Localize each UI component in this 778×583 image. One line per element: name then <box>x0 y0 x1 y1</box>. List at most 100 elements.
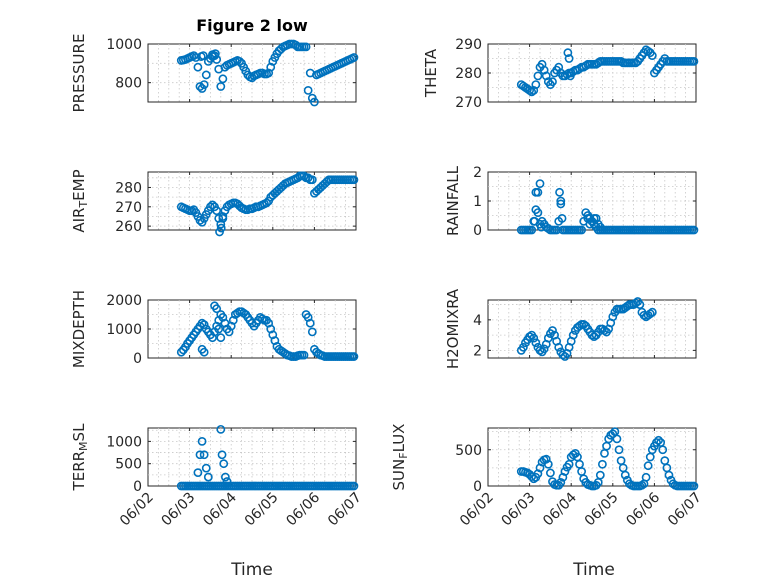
data-point <box>647 51 657 60</box>
data-point <box>235 57 244 66</box>
y-tick-label: 280 <box>115 180 142 196</box>
data-point <box>216 333 226 343</box>
data-point <box>565 71 575 81</box>
data-point <box>631 298 641 308</box>
data-point <box>195 450 205 460</box>
y-tick-label: 0 <box>473 223 482 239</box>
subplot-theta: 270 280 290 THETA <box>422 37 699 111</box>
data-point <box>556 196 566 206</box>
y-tick-label: 0 <box>473 479 482 495</box>
data-point <box>689 225 699 235</box>
data-point <box>533 208 543 217</box>
x-tick-labels <box>487 300 697 358</box>
y-tick-label: 1000 <box>106 322 142 338</box>
data-point <box>198 51 208 60</box>
scatter-points <box>176 424 359 491</box>
data-point <box>575 321 584 331</box>
data-point <box>303 86 313 95</box>
x-tick-labels <box>487 44 697 102</box>
scatter-points <box>176 301 359 361</box>
x-tick-labels <box>147 172 357 230</box>
data-point <box>535 345 545 355</box>
y-tick-labels: 260 270 280 <box>115 180 356 235</box>
data-point <box>635 300 645 309</box>
data-point <box>535 179 545 188</box>
x-tick-label: 06/07 <box>665 490 705 530</box>
y-tick-label: 260 <box>115 219 142 235</box>
data-point <box>558 350 568 360</box>
data-point <box>199 320 209 330</box>
data-point <box>199 80 209 89</box>
x-tick-label: 06/02 <box>457 490 497 530</box>
data-point <box>193 62 203 72</box>
data-point <box>217 450 227 460</box>
data-point <box>536 222 546 232</box>
data-point <box>195 215 205 225</box>
scatter-points <box>516 427 699 491</box>
data-point <box>595 225 605 235</box>
data-point <box>212 304 222 314</box>
data-point <box>643 461 653 471</box>
data-point <box>262 198 271 208</box>
y-tick-label: 290 <box>455 37 482 53</box>
data-point <box>543 459 553 469</box>
data-point <box>219 459 229 469</box>
data-point <box>546 468 555 478</box>
data-point <box>568 330 578 340</box>
y-tick-label: 280 <box>455 66 482 82</box>
data-point <box>554 342 564 352</box>
data-point <box>531 187 541 197</box>
data-point <box>222 477 232 486</box>
data-point <box>216 424 226 434</box>
grid <box>488 172 696 230</box>
y-tick-labels: 800 1000 <box>106 37 356 92</box>
data-point <box>197 436 207 446</box>
data-point <box>216 82 226 91</box>
data-point <box>199 347 209 357</box>
y-tick-label: 270 <box>115 200 142 216</box>
data-point <box>557 213 567 223</box>
y-axis-label: THETA <box>422 48 440 98</box>
scatter-points <box>516 45 699 97</box>
data-point <box>220 472 230 482</box>
scatter-points <box>516 297 657 361</box>
data-point <box>541 454 551 464</box>
y-tick-label: 0 <box>133 351 142 367</box>
data-point <box>689 481 699 491</box>
y-tick-label: 1000 <box>106 434 142 450</box>
x-tick-label: 06/04 <box>200 489 240 529</box>
y-axis-label: PRESSURE <box>70 34 88 113</box>
data-point <box>645 309 655 319</box>
scatter-points <box>516 179 699 235</box>
data-point <box>305 318 315 328</box>
x-tick-label: 06/05 <box>242 490 282 530</box>
x-tick-label: 06/06 <box>623 489 663 529</box>
y-tick-label: 270 <box>455 95 482 111</box>
data-point <box>552 225 562 235</box>
data-point <box>307 175 317 185</box>
subplot-mixdepth: 0 1000 2000 MIXDEPTH <box>70 290 359 368</box>
data-point <box>548 77 557 87</box>
data-point <box>176 347 186 357</box>
data-point <box>205 202 215 212</box>
data-point <box>309 97 319 107</box>
data-point <box>349 53 359 62</box>
y-tick-labels: 0 1000 2000 <box>106 293 356 367</box>
x-tick-label: 06/04 <box>540 489 580 529</box>
data-point <box>301 42 311 52</box>
scatter-points <box>176 39 359 107</box>
data-point <box>531 80 541 89</box>
data-point <box>531 338 541 348</box>
data-point <box>201 70 211 80</box>
x-tick-label: 06/03 <box>159 490 199 530</box>
data-point <box>208 200 217 210</box>
y-tick-label: 1 <box>473 194 482 210</box>
data-point <box>218 74 228 84</box>
data-point <box>664 470 674 480</box>
x-axis-label: Time <box>572 560 615 580</box>
y-tick-label: 500 <box>455 443 482 459</box>
data-point <box>654 435 663 445</box>
data-point <box>595 470 605 480</box>
data-point <box>560 467 570 476</box>
